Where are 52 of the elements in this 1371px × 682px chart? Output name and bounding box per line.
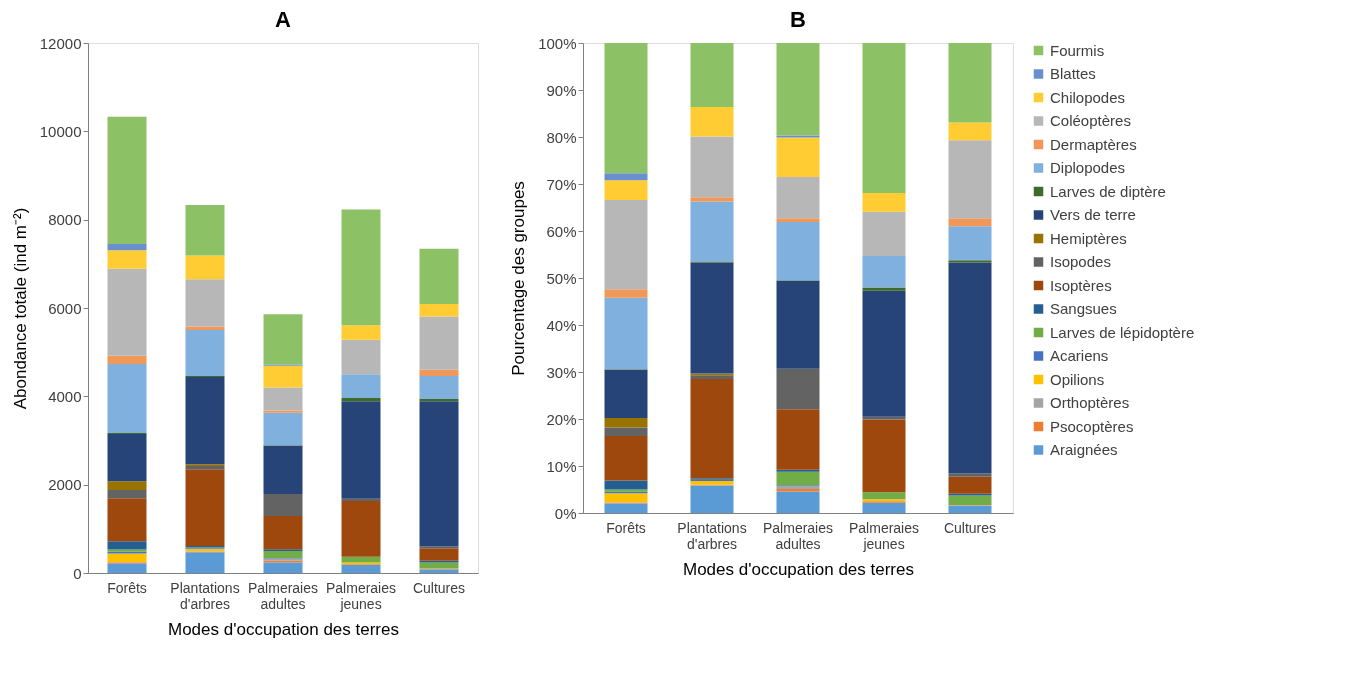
y-tick-label: 50% [546,269,577,287]
x-tick-label: Forêts [107,579,147,596]
y-tick-label: 8000 [48,211,82,229]
y-axis-title: Abondance totale (ind m⁻²) [10,207,30,410]
legend-label: Acariens [1050,347,1109,364]
legend-label: Diplopodes [1050,159,1126,176]
y-tick-label: 40% [546,316,577,334]
legend-label: Fourmis [1050,41,1105,59]
chart-title: B [790,7,806,32]
legend-label: Coléoptères [1050,112,1131,129]
x-axis-title: Modes d'occupation des terres [168,619,399,639]
x-tick-label: Plantations d'arbres [677,519,747,552]
legend-label: Psocoptères [1050,417,1134,435]
legend-label: Araignées [1050,441,1118,458]
y-tick-label: 0 [73,564,82,582]
legend-label: Dermaptères [1050,135,1137,153]
legend-label: Larves de diptère [1050,182,1166,200]
x-tick-label: Palmeraies adultes [247,579,319,612]
y-tick-label: 10000 [39,122,82,140]
y-tick-label: 70% [546,175,577,193]
legend-label: Opilions [1050,370,1105,388]
y-tick-label: 20% [546,410,577,428]
y-tick-label: 2000 [48,476,82,494]
y-tick-label: 80% [546,128,577,146]
y-tick-label: 6000 [48,299,82,317]
legend-label: Blattes [1050,65,1096,82]
y-tick-label: 10% [546,457,577,475]
legend-label: Orthoptères [1050,394,1130,411]
x-tick-label: Palmeraies jeunes [848,519,920,552]
y-tick-label: 4000 [48,387,82,405]
legend-label: Isoptères [1050,276,1112,294]
legend-label: Larves de lépidoptère [1050,323,1195,341]
y-tick-label: 60% [546,222,577,240]
legend-label: Sangsues [1050,300,1117,317]
y-tick-label: 100% [538,34,577,52]
y-tick-label: 90% [546,81,577,99]
legend-label: Isopodes [1050,253,1111,270]
x-tick-label: Palmeraies adultes [762,519,834,552]
y-tick-label: 30% [546,363,577,381]
x-axis-title: Modes d'occupation des terres [683,559,914,579]
legend-label: Hemiptères [1050,229,1127,247]
y-tick-label: 0% [554,504,577,522]
x-tick-label: Cultures [412,579,466,596]
legend-label: Vers de terre [1050,206,1136,223]
y-tick-label: 12000 [39,34,82,52]
legend-label: Chilopodes [1050,88,1126,106]
x-tick-label: Palmeraies jeunes [325,579,397,612]
y-axis-title: Pourcentage des groupes [509,181,529,376]
chart-title: A [275,7,292,32]
x-tick-label: Forêts [606,519,646,536]
x-tick-label: Plantations d'arbres [170,579,240,612]
x-tick-label: Cultures [943,519,997,536]
